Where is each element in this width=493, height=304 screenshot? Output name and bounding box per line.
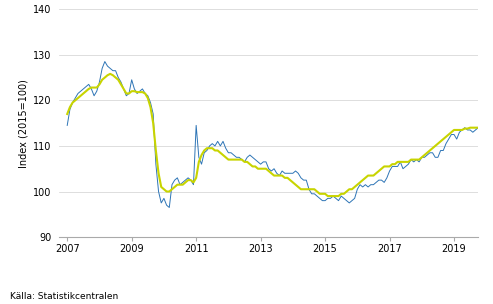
Y-axis label: Index (2015=100): Index (2015=100) [19,79,29,168]
Text: Källa: Statistikcentralen: Källa: Statistikcentralen [10,292,118,301]
